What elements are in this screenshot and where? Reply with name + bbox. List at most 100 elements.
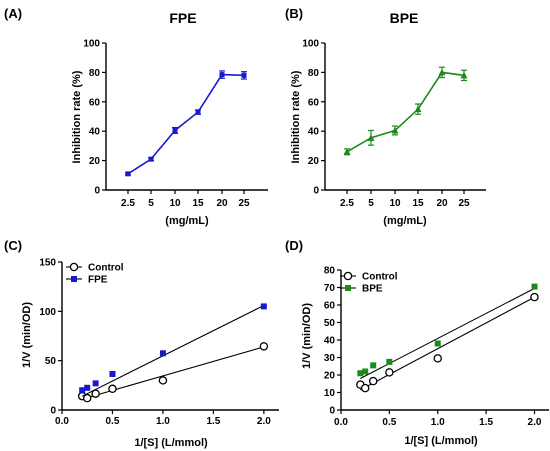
- series-line: [346, 71, 465, 153]
- data-point: [368, 376, 378, 386]
- data-point: [84, 384, 91, 391]
- y-tick-label: 80: [89, 68, 101, 79]
- legend-label: FPE: [88, 275, 108, 286]
- data-point: [385, 368, 394, 377]
- x-tick-label: 1.5: [206, 416, 220, 427]
- data-point: [460, 71, 468, 79]
- panel-label: (A): [4, 6, 22, 21]
- fit-line: [81, 304, 265, 397]
- series-line: [127, 73, 245, 175]
- legend-marker: [69, 262, 79, 272]
- x-tick-label: 1.0: [431, 417, 445, 428]
- panel-label: (C): [4, 238, 22, 253]
- data-point: [367, 134, 375, 141]
- legend-label: BPE: [362, 284, 383, 295]
- legend-label: Control: [362, 272, 398, 283]
- x-tick-label: 20: [216, 198, 228, 209]
- y-tick-label: 0: [329, 406, 335, 417]
- y-tick-label: 0: [50, 406, 56, 417]
- data-point: [438, 68, 446, 76]
- x-tick-label: 2.0: [528, 417, 542, 428]
- data-point: [391, 126, 399, 134]
- x-tick-label: 0.5: [106, 416, 120, 427]
- data-point: [259, 342, 269, 351]
- chart-title: FPE: [169, 10, 196, 26]
- data-point: [109, 370, 116, 377]
- x-tick-label: 2.5: [340, 198, 354, 209]
- data-point: [370, 362, 377, 369]
- y-tick-label: 50: [45, 356, 57, 367]
- y-axis-title: 1/V (min/OD): [301, 303, 313, 369]
- y-tick-label: 0: [94, 186, 100, 197]
- data-point: [357, 370, 364, 377]
- y-tick-label: 0: [313, 186, 319, 197]
- data-point: [362, 368, 369, 375]
- x-tick-label: 2.0: [257, 416, 271, 427]
- x-axis-title: (mg/mL): [165, 215, 209, 227]
- y-tick-label: 60: [324, 301, 336, 312]
- data-point: [530, 292, 539, 302]
- data-point: [172, 127, 178, 133]
- data-point: [91, 389, 100, 398]
- data-point: [195, 109, 201, 115]
- data-point: [219, 72, 225, 78]
- y-tick-label: 40: [308, 127, 320, 138]
- panel-label: (D): [285, 238, 303, 253]
- y-tick-label: 70: [324, 283, 336, 294]
- fit-line: [360, 287, 535, 379]
- data-point: [148, 156, 154, 162]
- data-point: [82, 393, 92, 403]
- data-point: [241, 72, 247, 78]
- panel-c-lineweaver-burk-fpe: (C) 1/V (min/OD) 1/[S] (L/mmol) ControlF…: [4, 238, 279, 449]
- x-tick-label: 15: [412, 198, 424, 209]
- data-point: [531, 283, 538, 290]
- data-point: [159, 350, 166, 357]
- x-tick-label: 0.0: [55, 416, 69, 427]
- panel-a-fpe-inhibition-chart: (A) FPE Inhibition rate (%) (mg/mL) 0 20 4…: [4, 6, 268, 227]
- data-point: [386, 358, 393, 365]
- data-point: [433, 354, 442, 363]
- x-tick-label: 0.5: [382, 417, 396, 428]
- x-axis-title: 1/[S] (L/mmol): [134, 437, 208, 449]
- data-point: [158, 376, 168, 385]
- panel-d-lineweaver-burk-bpe: (D) 1/V (min/OD) 1/[S] (L/mmol) ControlB…: [285, 238, 549, 447]
- y-tick-label: 10: [324, 388, 336, 399]
- x-tick-label: 2.5: [121, 198, 135, 209]
- x-tick-label: 10: [169, 198, 181, 209]
- legend-marker: [343, 271, 353, 281]
- x-axis-title: (mg/mL): [383, 215, 427, 227]
- y-axis-title: Inhibition rate (%): [71, 70, 83, 163]
- y-tick-label: 150: [39, 258, 56, 269]
- y-tick-label: 80: [308, 68, 320, 79]
- data-point: [343, 148, 351, 155]
- x-tick-label: 25: [458, 198, 470, 209]
- data-point: [260, 303, 267, 310]
- y-axis-title: 1/V (min/OD): [21, 302, 33, 368]
- data-point: [414, 105, 422, 113]
- y-axis-title: Inhibition rate (%): [290, 70, 302, 163]
- x-tick-label: 0.0: [334, 417, 348, 428]
- y-tick-label: 30: [324, 353, 336, 364]
- y-tick-label: 60: [308, 97, 320, 108]
- x-tick-label: 10: [389, 198, 401, 209]
- y-tick-label: 60: [89, 97, 101, 108]
- legend-marker: [345, 285, 351, 291]
- y-tick-label: 100: [39, 307, 56, 318]
- x-tick-label: 1.0: [156, 416, 170, 427]
- panel-label: (B): [285, 6, 303, 21]
- y-tick-label: 20: [308, 156, 320, 167]
- y-tick-label: 100: [83, 39, 100, 50]
- x-tick-label: 25: [238, 198, 250, 209]
- x-tick-label: 5: [148, 198, 154, 209]
- data-point: [125, 171, 131, 177]
- legend-label: Control: [88, 263, 124, 274]
- y-tick-label: 20: [89, 156, 101, 167]
- panel-b-bpe-inhibition-chart: (B) BPE Inhibition rate (%) (mg/mL) 0 20 4…: [285, 6, 486, 227]
- y-tick-label: 40: [89, 127, 101, 138]
- data-point: [79, 387, 86, 394]
- chart-title: BPE: [390, 10, 419, 26]
- data-point: [108, 384, 117, 394]
- data-point: [360, 383, 370, 393]
